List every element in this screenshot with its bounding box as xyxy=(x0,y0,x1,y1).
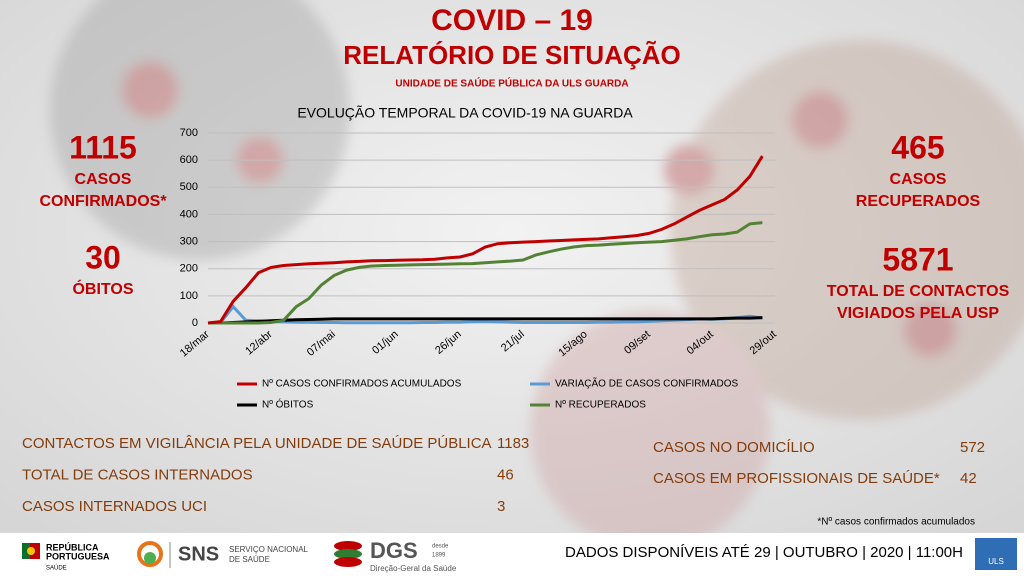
dgs-since-1: desde xyxy=(432,544,449,550)
virus-decoration xyxy=(50,0,1024,550)
y-tick-label: 200 xyxy=(180,263,198,275)
series-line xyxy=(208,316,763,325)
footer xyxy=(0,533,1024,576)
stat-value: 5871 xyxy=(882,241,953,277)
footnote: *Nº casos confirmados acumulados xyxy=(817,517,975,528)
table-label: CASOS INTERNADOS UCI xyxy=(22,498,207,515)
legend-label: VARIAÇÃO DE CASOS CONFIRMADOS xyxy=(555,377,739,390)
stat-label: TOTAL DE CONTACTOS xyxy=(827,283,1010,300)
uls: ULS xyxy=(988,557,1004,566)
legend-label: Nº RECUPERADOS xyxy=(555,400,646,411)
series-line xyxy=(207,155,764,325)
chart-title: EVOLUÇÃO TEMPORAL DA COVID-19 NA GUARDA xyxy=(297,105,633,121)
y-tick-label: 500 xyxy=(180,181,198,193)
series-line xyxy=(207,304,763,325)
table-label: CASOS EM PROFISSIONAIS DE SAÚDE* xyxy=(653,470,940,487)
legend-label: Nº CASOS CONFIRMADOS ACUMULADOS xyxy=(262,379,462,390)
table-value: 46 xyxy=(497,466,514,483)
dgs-since-2: 1899 xyxy=(432,553,446,559)
table-value: 1183 xyxy=(497,435,529,452)
legend-label: Nº ÓBITOS xyxy=(262,398,314,411)
rep-2: PORTUGUESA xyxy=(46,551,110,561)
table-value: 42 xyxy=(960,470,977,487)
stat-value: 465 xyxy=(891,129,944,165)
table: CONTACTOS EM VIGILÂNCIA PELA UNIDADE DE … xyxy=(22,435,985,515)
date: DADOS DISPONÍVEIS ATÉ 29 | OUTUBRO | 202… xyxy=(565,544,963,561)
sns-full-2: DE SAÚDE xyxy=(229,555,270,564)
series-line xyxy=(208,221,763,325)
footer-logos: REPÚBLICA PORTUGUESA SAÚDE SNS SERVIÇO N… xyxy=(22,538,1017,573)
stats: 1115 CASOS CONFIRMADOS* 30 ÓBITOS 465 CASOS REC… xyxy=(39,129,1009,322)
y-tick-label: 400 xyxy=(180,208,198,220)
y-tick-label: 300 xyxy=(180,235,198,247)
y-tick-label: 100 xyxy=(180,290,198,302)
sns-full-1: SERVIÇO NACIONAL xyxy=(229,545,309,554)
table-value: 572 xyxy=(960,439,985,456)
y-tick-label: 600 xyxy=(180,154,198,166)
rep-1: REPÚBLICA xyxy=(46,541,99,552)
stat-label: RECUPERADOS xyxy=(856,193,981,210)
y-tick-label: 0 xyxy=(192,317,198,329)
stat-label: CASOS xyxy=(890,171,947,188)
stat-label: CASOS xyxy=(75,171,132,188)
stat-value: 1115 xyxy=(69,129,137,165)
sns: SNS xyxy=(178,543,219,565)
stat-value: 30 xyxy=(85,239,121,275)
table-value: 3 xyxy=(497,498,505,515)
stat-label: ÓBITOS xyxy=(72,279,133,298)
dgs-full: Direção-Geral da Saúde xyxy=(370,564,457,573)
stat-label: VIGIADOS PELA USP xyxy=(837,305,999,322)
table-label: CASOS NO DOMICÍLIO xyxy=(653,439,815,456)
dgs: DGS xyxy=(370,538,418,563)
y-tick-label: 700 xyxy=(180,127,198,139)
table-label: TOTAL DE CASOS INTERNADOS xyxy=(22,466,253,483)
unit: UNIDADE DE SAÚDE PÚBLICA DA ULS GUARDA xyxy=(395,77,628,90)
title: COVID – 19 xyxy=(431,4,593,37)
subtitle: RELATÓRIO DE SITUAÇÃO xyxy=(343,40,681,70)
stat-label: CONFIRMADOS* xyxy=(39,193,167,210)
saude: SAÚDE xyxy=(46,565,67,572)
table-label: CONTACTOS EM VIGILÂNCIA PELA UNIDADE DE … xyxy=(22,435,492,452)
